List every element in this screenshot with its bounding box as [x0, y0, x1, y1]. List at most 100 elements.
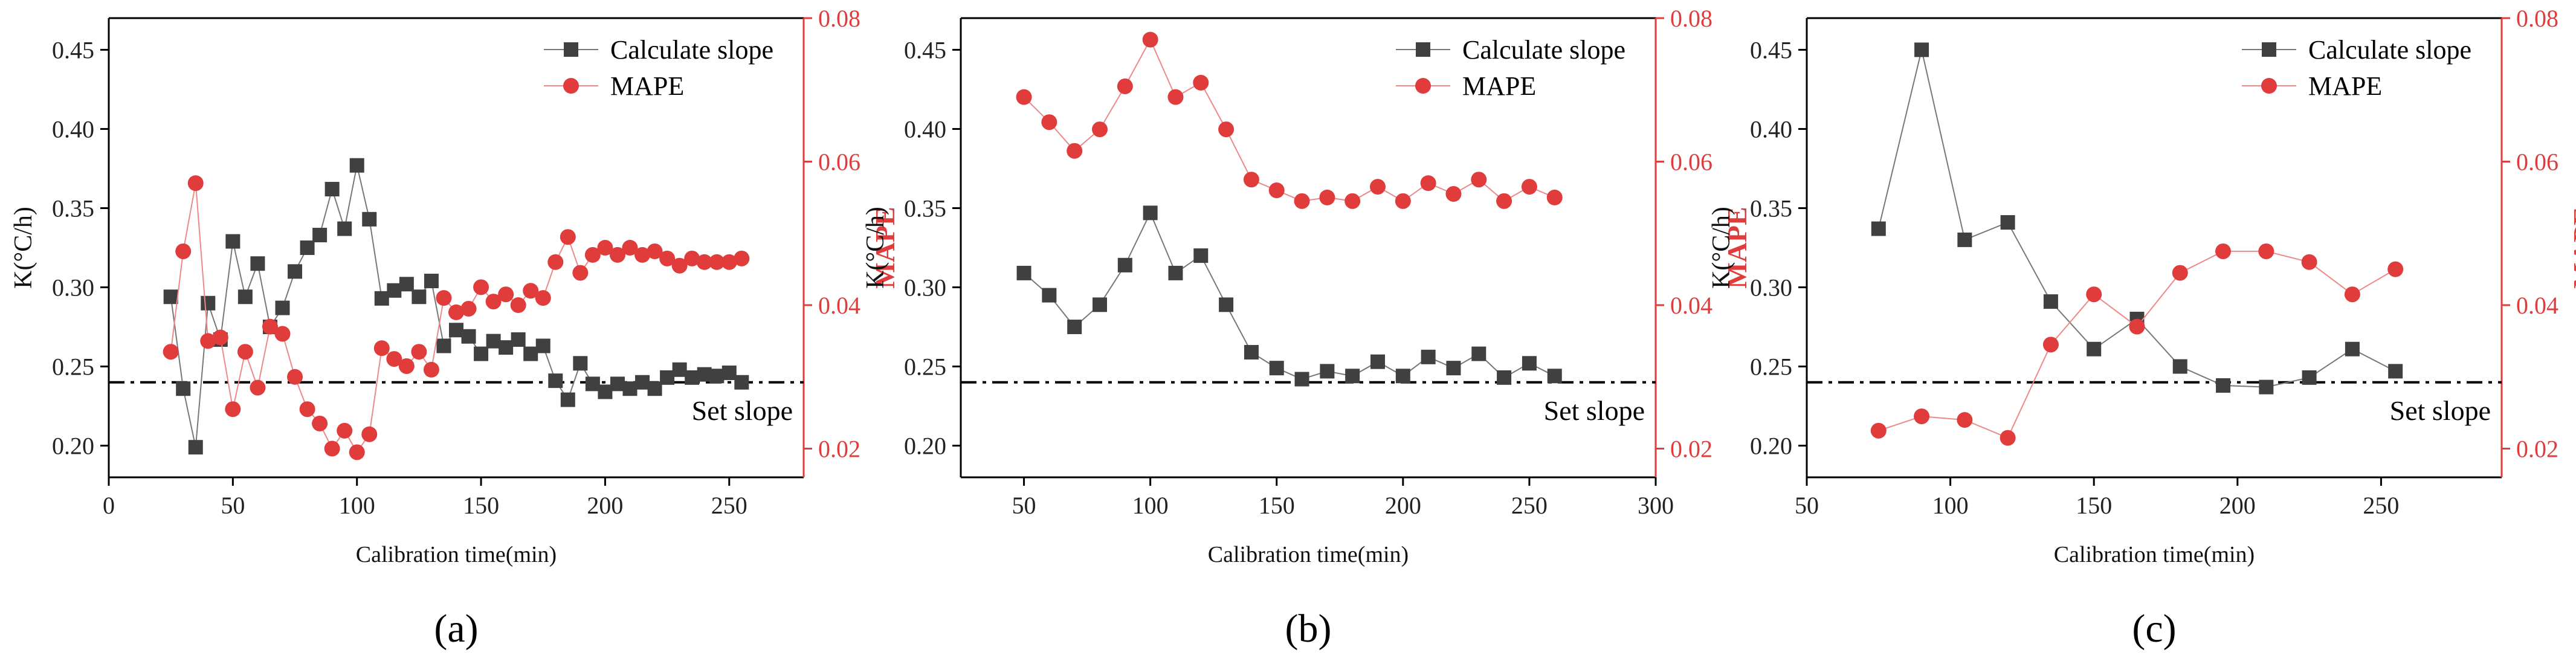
y2-tick-label: 0.04: [818, 292, 860, 319]
slope-point: [2345, 341, 2360, 356]
slope-point: [1193, 248, 1209, 263]
mape-point: [1167, 89, 1184, 105]
mape-point: [734, 250, 750, 266]
slope-point: [1067, 320, 1082, 335]
mape-point: [1914, 408, 1930, 425]
slope-point: [288, 264, 303, 279]
x-axis-title: Calibration time(min): [1208, 542, 1409, 567]
y2-tick-label: 0.06: [1670, 149, 1712, 176]
y2-axis-title: MAPE: [870, 207, 900, 288]
mape-point: [411, 344, 427, 360]
legend-label: MAPE: [610, 71, 684, 101]
mape-point: [1521, 179, 1537, 195]
slope-point: [499, 340, 514, 355]
slope-point: [2000, 215, 2015, 230]
mape-point: [1142, 31, 1158, 48]
y-axis-title: K(°C/h): [862, 207, 889, 289]
slope-point: [412, 289, 427, 305]
x-tick-label: 150: [463, 492, 499, 519]
mape-point: [1016, 89, 1032, 105]
mape-point: [547, 254, 564, 270]
slope-point: [535, 338, 550, 353]
slope-point: [697, 367, 712, 382]
mape-point: [1445, 185, 1462, 202]
slope-point: [685, 370, 700, 385]
y-tick-label: 0.45: [904, 36, 946, 63]
mape-point: [460, 300, 477, 317]
slope-point: [163, 289, 178, 305]
mape-point: [609, 247, 625, 263]
mape-point: [175, 243, 192, 259]
slope-point: [1547, 369, 1562, 384]
x-tick-label: 200: [587, 492, 623, 519]
slope-point: [598, 384, 613, 399]
slope-point: [1497, 370, 1512, 385]
mape-point: [1092, 121, 1108, 138]
slope-point: [1016, 265, 1031, 280]
slope-point: [1522, 356, 1537, 371]
slope-point: [1395, 369, 1410, 384]
slope-point: [2302, 370, 2317, 385]
x-tick-label: 0: [103, 492, 115, 519]
mape-point: [572, 265, 589, 281]
y-tick-label: 0.40: [52, 115, 94, 143]
legend-label: MAPE: [2308, 71, 2382, 101]
mape-point: [560, 229, 576, 245]
slope-point: [312, 228, 328, 243]
legend-circle-marker: [1415, 78, 1431, 94]
mape-point: [1067, 143, 1083, 159]
y-tick-label: 0.25: [1750, 353, 1792, 381]
y-tick-label: 0.30: [52, 274, 94, 301]
mape-point: [2215, 243, 2232, 259]
mape-point: [1471, 172, 1487, 188]
mape-point: [1218, 121, 1235, 138]
slope-point: [1957, 232, 1972, 247]
x-tick-label: 300: [1638, 492, 1674, 519]
y-axis-title: K(°C/h): [10, 207, 37, 289]
mape-point: [250, 379, 266, 396]
slope-point: [585, 376, 600, 392]
set-slope-label: Set slope: [692, 395, 793, 426]
slope-point: [1320, 364, 1335, 379]
x-tick-label: 200: [1385, 492, 1421, 519]
slope-point: [474, 346, 489, 361]
y-tick-label: 0.20: [52, 433, 94, 460]
mape-point: [386, 351, 402, 367]
slope-point: [324, 182, 340, 197]
x-tick-label: 150: [2076, 492, 2112, 519]
slope-point: [225, 234, 240, 249]
x-tick-label: 250: [711, 492, 747, 519]
slope-point: [2216, 378, 2231, 393]
mape-point: [584, 247, 601, 263]
slope-point: [560, 392, 575, 407]
mape-point: [163, 344, 179, 360]
panel-label: (c): [2132, 607, 2176, 651]
mape-point: [2042, 337, 2059, 353]
panel-label: (b): [1285, 607, 1332, 651]
slope-point: [511, 332, 526, 347]
slope-point: [647, 381, 662, 396]
mape-point: [1496, 193, 1512, 209]
y2-tick-label: 0.04: [2516, 292, 2558, 319]
y2-axis-title: MAPE: [2568, 207, 2576, 288]
x-tick-label: 50: [1012, 492, 1036, 519]
mape-point: [622, 240, 638, 256]
mape-point: [2000, 430, 2016, 446]
y2-tick-label: 0.02: [1670, 436, 1712, 463]
slope-point: [2259, 379, 2274, 395]
slope-point: [1168, 265, 1183, 280]
mape-point: [1117, 78, 1133, 94]
mape-point: [510, 297, 526, 313]
set-slope-label: Set slope: [2390, 395, 2491, 426]
y2-tick-label: 0.08: [1670, 5, 1712, 32]
slope-point: [1219, 297, 1234, 312]
mape-point: [1546, 189, 1563, 205]
slope-point: [275, 300, 290, 315]
y2-tick-label: 0.02: [818, 436, 860, 463]
mape-point: [1041, 114, 1057, 131]
slope-point: [300, 240, 315, 255]
x-tick-label: 100: [1932, 492, 1969, 519]
panel-c: 50 100 150 200 250 0.20 0.25 0.30 0.35 0.40 0.45 0.…: [1708, 5, 2576, 651]
mape-point: [237, 344, 253, 360]
legend-circle-marker: [2261, 78, 2277, 94]
